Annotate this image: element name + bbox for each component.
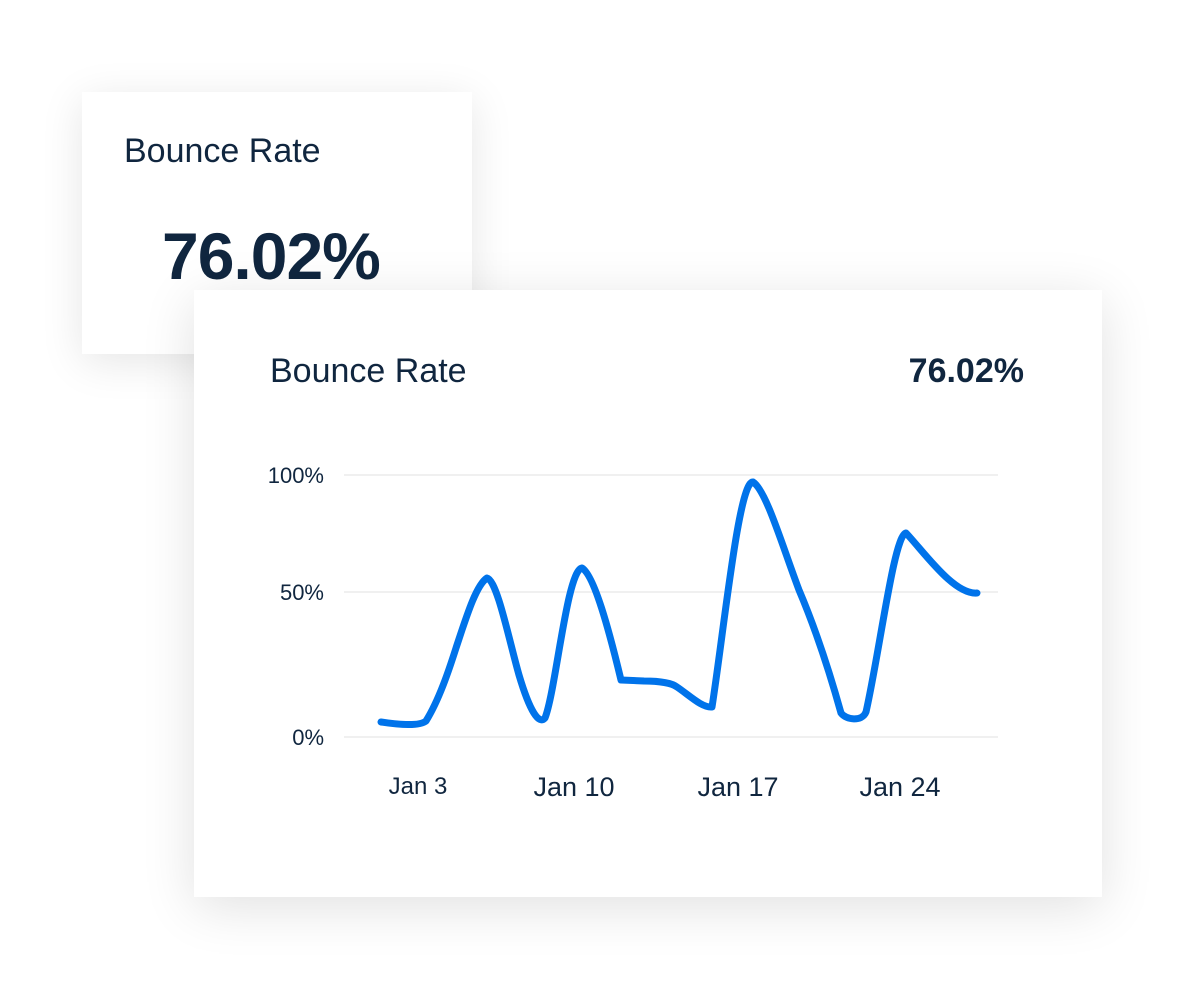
x-axis: Jan 3 Jan 10 Jan 17 Jan 24 <box>389 772 941 802</box>
x-tick-jan24: Jan 24 <box>859 772 940 802</box>
chart-card-title: Bounce Rate <box>270 352 467 390</box>
y-tick-100: 100% <box>268 463 324 488</box>
y-tick-50: 50% <box>280 580 324 605</box>
y-axis: 100% 50% 0% <box>268 463 324 750</box>
x-tick-jan17: Jan 17 <box>697 772 778 802</box>
chart-card-value: 76.02% <box>908 352 1024 390</box>
bounce-rate-chart-card: Bounce Rate 76.02% 100% 50% 0% Jan 3 Jan… <box>194 290 1102 897</box>
x-tick-jan3: Jan 3 <box>389 773 448 800</box>
summary-card-value: 76.02% <box>162 219 381 293</box>
y-tick-0: 0% <box>292 725 324 750</box>
gridlines <box>344 474 998 738</box>
x-tick-jan10: Jan 10 <box>533 772 614 802</box>
summary-card-title: Bounce Rate <box>124 132 321 170</box>
bounce-rate-line <box>377 478 981 728</box>
line-chart: 100% 50% 0% Jan 3 Jan 10 Jan 17 Jan 24 <box>268 463 998 802</box>
